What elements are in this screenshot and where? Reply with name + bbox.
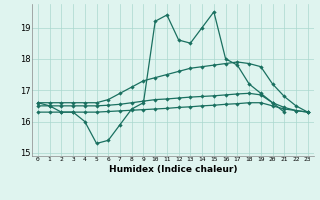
X-axis label: Humidex (Indice chaleur): Humidex (Indice chaleur) <box>108 165 237 174</box>
